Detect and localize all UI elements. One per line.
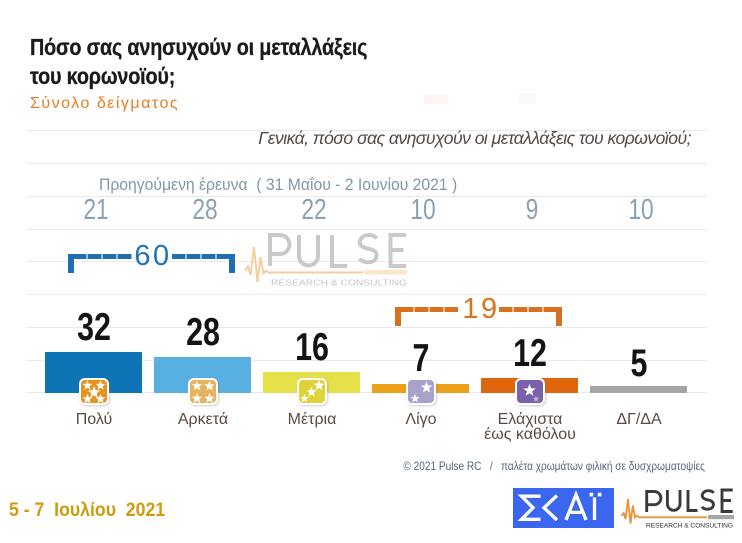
svg-text:RESEARCH & CONSULTING: RESEARCH & CONSULTING (646, 523, 733, 530)
svg-text:RESEARCH & CONSULTING: RESEARCH & CONSULTING (271, 279, 407, 288)
